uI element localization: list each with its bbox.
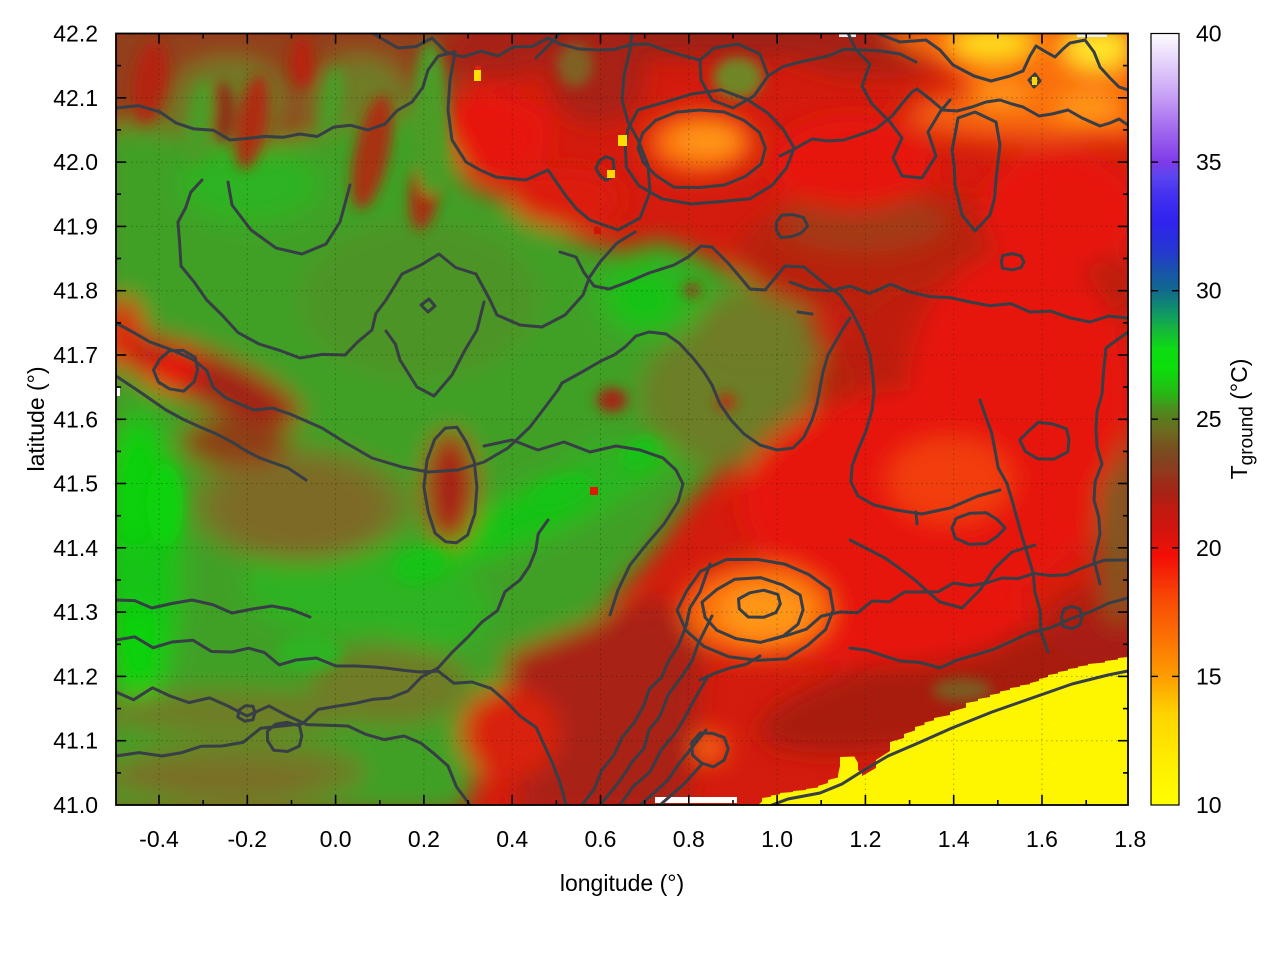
- svg-text:40: 40: [1196, 21, 1222, 47]
- svg-text:30: 30: [1196, 278, 1222, 304]
- svg-text:-0.4: -0.4: [139, 826, 179, 852]
- svg-text:10: 10: [1196, 792, 1222, 818]
- svg-text:35: 35: [1196, 149, 1222, 175]
- svg-text:41.7: 41.7: [53, 342, 98, 368]
- svg-text:41.1: 41.1: [53, 728, 98, 754]
- svg-text:1.0: 1.0: [761, 826, 793, 852]
- svg-text:1.8: 1.8: [1114, 826, 1146, 852]
- svg-text:1.2: 1.2: [849, 826, 881, 852]
- svg-text:25: 25: [1196, 406, 1222, 432]
- svg-text:0.8: 0.8: [673, 826, 705, 852]
- svg-text:0.4: 0.4: [496, 826, 528, 852]
- svg-text:15: 15: [1196, 663, 1222, 689]
- svg-text:41.3: 41.3: [53, 599, 98, 625]
- svg-text:42.0: 42.0: [53, 149, 98, 175]
- svg-text:42.1: 42.1: [53, 85, 98, 111]
- svg-text:0.2: 0.2: [408, 826, 440, 852]
- svg-text:42.2: 42.2: [53, 21, 98, 47]
- svg-text:20: 20: [1196, 535, 1222, 561]
- svg-text:41.5: 41.5: [53, 471, 98, 497]
- svg-text:-0.2: -0.2: [227, 826, 267, 852]
- svg-text:1.4: 1.4: [938, 826, 970, 852]
- svg-text:0.0: 0.0: [320, 826, 352, 852]
- svg-text:41.8: 41.8: [53, 278, 98, 304]
- svg-text:41.2: 41.2: [53, 663, 98, 689]
- svg-text:latitude (°): latitude (°): [23, 366, 49, 471]
- svg-text:longitude (°): longitude (°): [560, 870, 684, 896]
- svg-text:41.0: 41.0: [53, 792, 98, 818]
- svg-text:1.6: 1.6: [1026, 826, 1058, 852]
- svg-text:41.4: 41.4: [53, 535, 98, 561]
- svg-text:0.6: 0.6: [585, 826, 617, 852]
- svg-text:41.9: 41.9: [53, 213, 98, 239]
- svg-text:41.6: 41.6: [53, 406, 98, 432]
